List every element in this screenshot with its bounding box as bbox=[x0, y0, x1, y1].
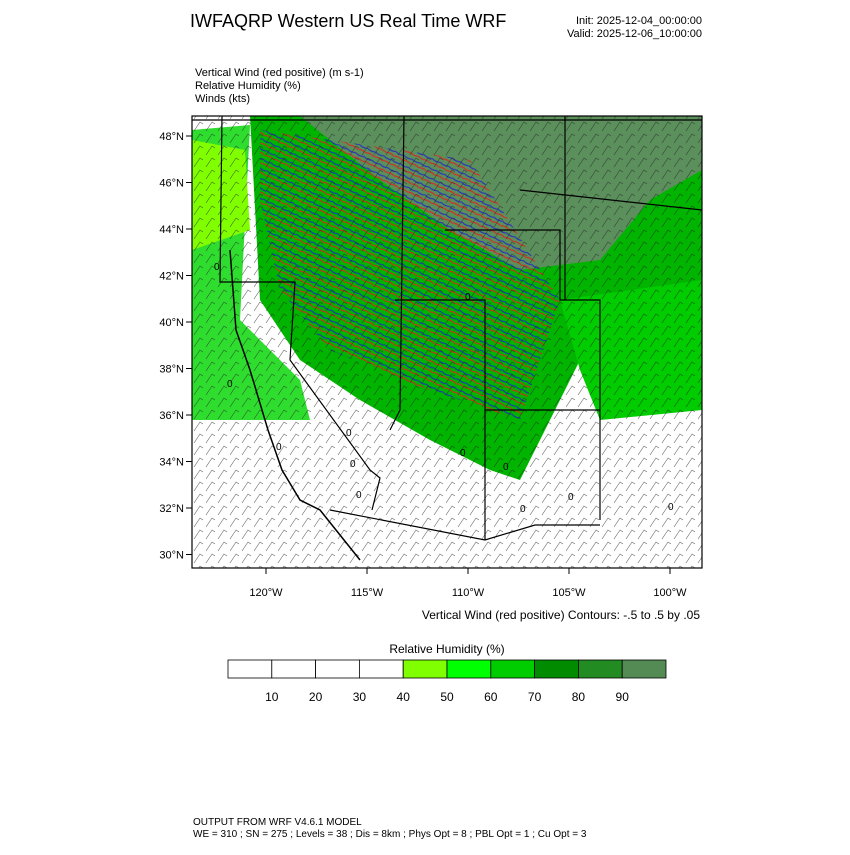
init-time: Init: 2025-12-04_00:00:00 bbox=[576, 15, 702, 27]
colorbar-box bbox=[578, 659, 623, 679]
contour-label: 0 bbox=[214, 262, 220, 273]
lon-label: 100°W bbox=[653, 587, 687, 599]
colorbar-box bbox=[358, 659, 404, 679]
field-label: Relative Humidity (%) bbox=[195, 80, 301, 92]
lat-label: 30°N bbox=[159, 550, 184, 562]
footer-line: WE = 310 ; SN = 275 ; Levels = 38 ; Dis … bbox=[193, 829, 587, 840]
contour-label: 0 bbox=[460, 448, 466, 459]
lat-label: 46°N bbox=[159, 178, 184, 190]
contour-label: 0 bbox=[276, 442, 282, 453]
field-label: Vertical Wind (red positive) (m s-1) bbox=[195, 67, 364, 79]
lat-label: 44°N bbox=[159, 224, 184, 236]
contour-label: 0 bbox=[350, 459, 356, 470]
lat-label: 34°N bbox=[159, 457, 184, 469]
lat-label: 36°N bbox=[159, 410, 184, 422]
contour-label: 0 bbox=[356, 490, 362, 501]
colorbar: 10 20 30 40 50 60 70 80 90 bbox=[227, 659, 667, 704]
colorbar-box bbox=[621, 659, 667, 679]
footer-line: OUTPUT FROM WRF V4.6.1 MODEL bbox=[193, 817, 362, 828]
colorbar-box bbox=[490, 659, 535, 679]
colorbar-label: 80 bbox=[572, 690, 586, 704]
lon-label: 120°W bbox=[249, 587, 283, 599]
field-label: Winds (kts) bbox=[195, 93, 250, 105]
lat-label: 40°N bbox=[159, 317, 184, 329]
contour-label: 0 bbox=[503, 462, 509, 473]
colorbar-box bbox=[534, 659, 579, 679]
colorbar-box bbox=[446, 659, 492, 679]
colorbar-title: Relative Humidity (%) bbox=[389, 642, 504, 656]
lon-label: 115°W bbox=[351, 587, 384, 599]
colorbar-label: 70 bbox=[528, 690, 542, 704]
lat-label: 32°N bbox=[159, 503, 184, 515]
map-frame bbox=[191, 115, 703, 569]
colorbar-label: 90 bbox=[616, 690, 630, 704]
colorbar-label: 50 bbox=[440, 690, 454, 704]
contour-label: 0 bbox=[227, 379, 233, 390]
title: IWFAQRP Western US Real Time WRF bbox=[190, 11, 506, 31]
colorbar-label: 20 bbox=[309, 690, 323, 704]
colorbar-box bbox=[315, 659, 360, 679]
colorbar-label: 60 bbox=[484, 690, 498, 704]
contour-labels: 0 0 0 0 0 0 0 0 0 0 0 0 bbox=[214, 262, 674, 515]
lat-label: 38°N bbox=[159, 364, 184, 376]
colorbar-box bbox=[227, 659, 273, 679]
contour-label: 0 bbox=[568, 492, 574, 503]
lat-label: 42°N bbox=[159, 271, 184, 283]
contour-label: 0 bbox=[668, 502, 674, 513]
colorbar-box bbox=[402, 659, 448, 679]
colorbar-box bbox=[271, 659, 316, 679]
contour-note: Vertical Wind (red positive) Contours: -… bbox=[422, 608, 700, 622]
lon-label: 105°W bbox=[552, 587, 586, 599]
colorbar-label: 40 bbox=[397, 690, 411, 704]
colorbar-label: 30 bbox=[353, 690, 367, 704]
contour-label: 0 bbox=[346, 428, 352, 439]
contour-label: 0 bbox=[520, 504, 526, 515]
contour-label: 0 bbox=[465, 292, 471, 303]
lon-label: 110°W bbox=[452, 587, 485, 599]
valid-time: Valid: 2025-12-06_10:00:00 bbox=[567, 28, 702, 40]
colorbar-label: 10 bbox=[265, 690, 279, 704]
map bbox=[192, 116, 702, 568]
lat-label: 48°N bbox=[159, 131, 184, 143]
